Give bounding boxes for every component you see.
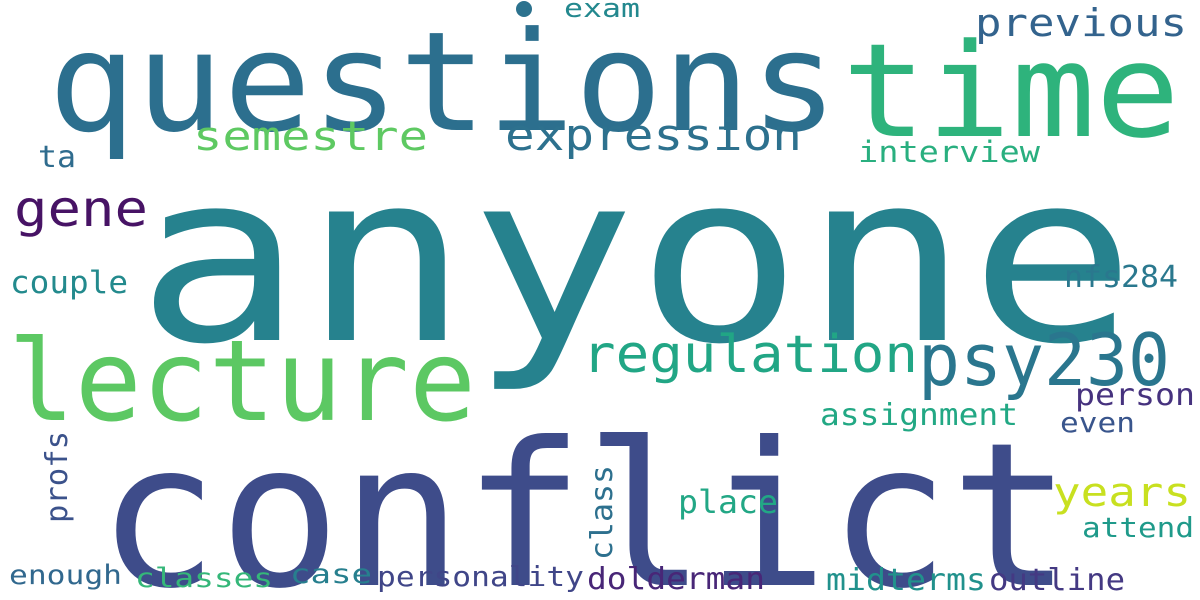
word-personality: personality: [377, 560, 584, 593]
word-regulation: regulation: [582, 325, 918, 385]
word-gene: gene: [14, 180, 148, 238]
word-person: person: [1075, 378, 1195, 413]
word-profs: profs: [40, 431, 75, 523]
word-nfs284: nfs284: [1064, 260, 1178, 295]
word-semestre: semestre: [193, 114, 428, 160]
word-attend: attend: [1082, 511, 1194, 544]
word-place: place: [678, 483, 778, 521]
word-class: class: [585, 465, 620, 560]
word-psy230: psy230: [918, 318, 1170, 402]
word-dolderman: dolderman: [587, 562, 765, 597]
word-even: even: [1060, 406, 1135, 439]
word-lecture: lecture: [8, 317, 476, 447]
word-assignment: assignment: [820, 398, 1018, 433]
word-classes: classes: [135, 563, 273, 594]
word-couple: couple: [10, 265, 128, 301]
word-years: years: [1053, 470, 1191, 516]
word-ta: ta: [38, 140, 76, 175]
word-enough: enough: [9, 560, 122, 591]
word-exam: exam: [564, 0, 640, 24]
word-anyone: anyone: [136, 123, 1136, 396]
word-expression: expression: [505, 110, 802, 161]
word-conflict: conflict: [97, 400, 1072, 600]
word-previous: previous: [975, 1, 1187, 45]
word-outline: outline: [989, 563, 1125, 598]
word-interview: interview: [858, 135, 1041, 169]
word-midterms: midterms: [826, 563, 986, 598]
word-questions: questions: [48, 2, 838, 163]
word-dot-mark: [516, 1, 532, 17]
word-case: case: [290, 559, 372, 590]
word-time: time: [842, 15, 1180, 167]
